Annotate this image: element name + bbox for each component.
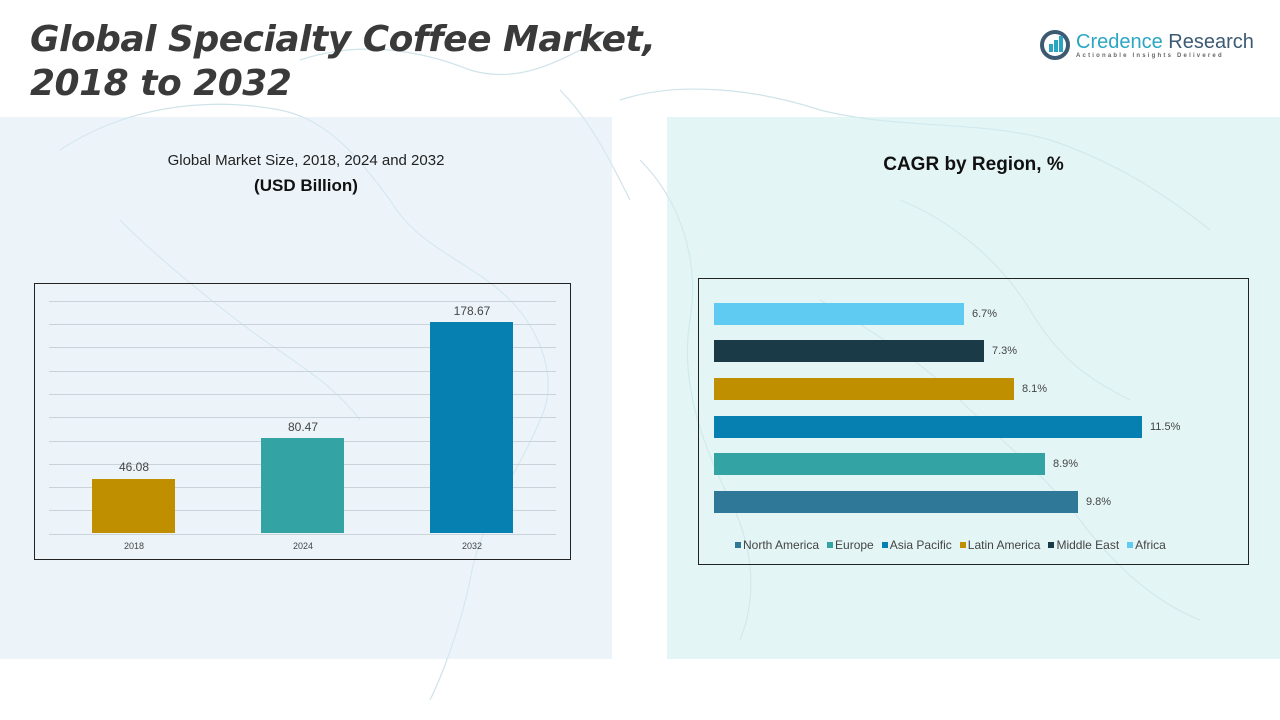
bar-value-middle-east: 7.3% bbox=[992, 345, 1018, 357]
legend-item-asia-pacific: Asia Pacific bbox=[881, 538, 952, 552]
bar-value-north-america: 9.8% bbox=[1086, 496, 1112, 508]
legend-item-latin-america: Latin America bbox=[959, 538, 1040, 552]
bar-value-2024: 80.47 bbox=[287, 420, 319, 434]
bar-value-2032: 178.67 bbox=[453, 304, 491, 318]
bar-value-africa: 6.7% bbox=[972, 308, 998, 320]
cagr-legend: North America Europe Asia Pacific Latin … bbox=[735, 538, 1166, 552]
title-line-2: 2018 to 2032 bbox=[30, 63, 292, 104]
market-size-chart: 46.08 2018 80.47 2024 178.67 2032 bbox=[34, 283, 571, 560]
bar-latin-america bbox=[714, 378, 1014, 400]
x-label-2032: 2032 bbox=[461, 541, 483, 551]
x-label-2018: 2018 bbox=[123, 541, 145, 551]
bar-north-america bbox=[714, 491, 1078, 513]
legend-item-africa: Africa bbox=[1127, 538, 1166, 552]
bar-value-2018: 46.08 bbox=[118, 460, 150, 474]
logo-name: Credence Research bbox=[1076, 31, 1254, 53]
bar-asia-pacific bbox=[714, 416, 1142, 438]
cagr-title: CAGR by Region, % bbox=[883, 154, 1064, 175]
market-size-unit: (USD Billion) bbox=[254, 176, 358, 195]
bar-2018 bbox=[92, 479, 175, 533]
x-label-2024: 2024 bbox=[292, 541, 314, 551]
bar-europe bbox=[714, 453, 1045, 475]
bar-africa bbox=[714, 303, 964, 325]
credence-research-logo: Credence Research Actionable Insights De… bbox=[1040, 30, 1254, 60]
bar-value-asia-pacific: 11.5% bbox=[1150, 421, 1181, 433]
cagr-chart: 6.7% 7.3% 8.1% 11.5% 8.9% 9.8% North Ame… bbox=[698, 278, 1249, 565]
bar-middle-east bbox=[714, 340, 984, 362]
market-size-subtitle: Global Market Size, 2018, 2024 and 2032 bbox=[167, 152, 445, 169]
logo-tagline: Actionable Insights Delivered bbox=[1076, 53, 1224, 59]
page-title: Global Specialty Coffee Market, 2018 to … bbox=[30, 18, 656, 106]
bar-2024 bbox=[261, 438, 344, 533]
legend-item-middle-east: Middle East bbox=[1048, 538, 1119, 552]
bar-value-europe: 8.9% bbox=[1053, 458, 1079, 470]
legend-item-europe: Europe bbox=[827, 538, 874, 552]
title-line-1: Global Specialty Coffee Market, bbox=[30, 19, 656, 60]
bar-2032 bbox=[430, 322, 513, 533]
bar-value-latin-america: 8.1% bbox=[1022, 383, 1048, 395]
legend-item-north-america: North America bbox=[735, 538, 819, 552]
bar-chart-logo-icon bbox=[1040, 30, 1070, 60]
